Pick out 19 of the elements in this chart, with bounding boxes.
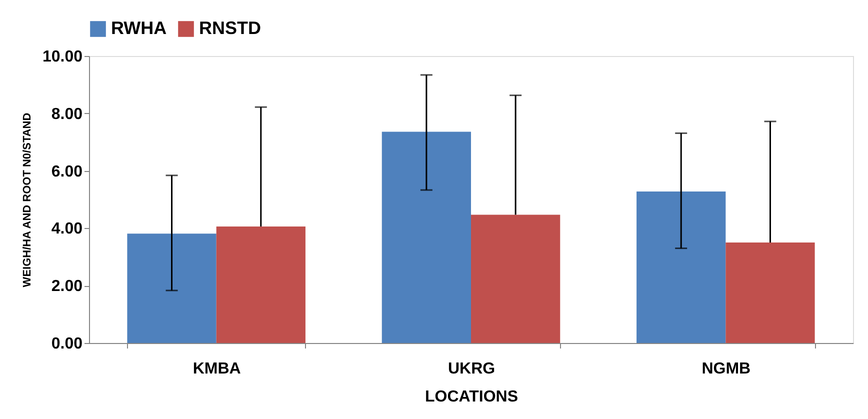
bar [127,234,216,343]
y-tick-label: 10.00 [42,48,83,66]
legend-label: RWHA [111,18,167,38]
y-axis-title: WEIGH/HA AND ROOT N0/STAND [21,112,34,288]
legend-label: RNSTD [199,18,261,38]
x-tick-label: UKRG [448,360,496,378]
y-tick-label: 0.00 [51,336,83,352]
x-axis-title: LOCATIONS [424,388,518,406]
y-tick-label: 2.00 [51,278,83,296]
bar [726,242,815,343]
bar [471,214,560,343]
y-tick-label: 6.00 [51,163,83,180]
x-tick-label: NGMB [702,360,751,378]
y-tick-label: 4.00 [51,220,83,238]
bar [382,132,471,343]
bar [636,191,726,343]
bar [216,226,306,343]
y-tick-label: 8.00 [51,106,83,123]
x-tick-label: KMBA [192,360,242,378]
